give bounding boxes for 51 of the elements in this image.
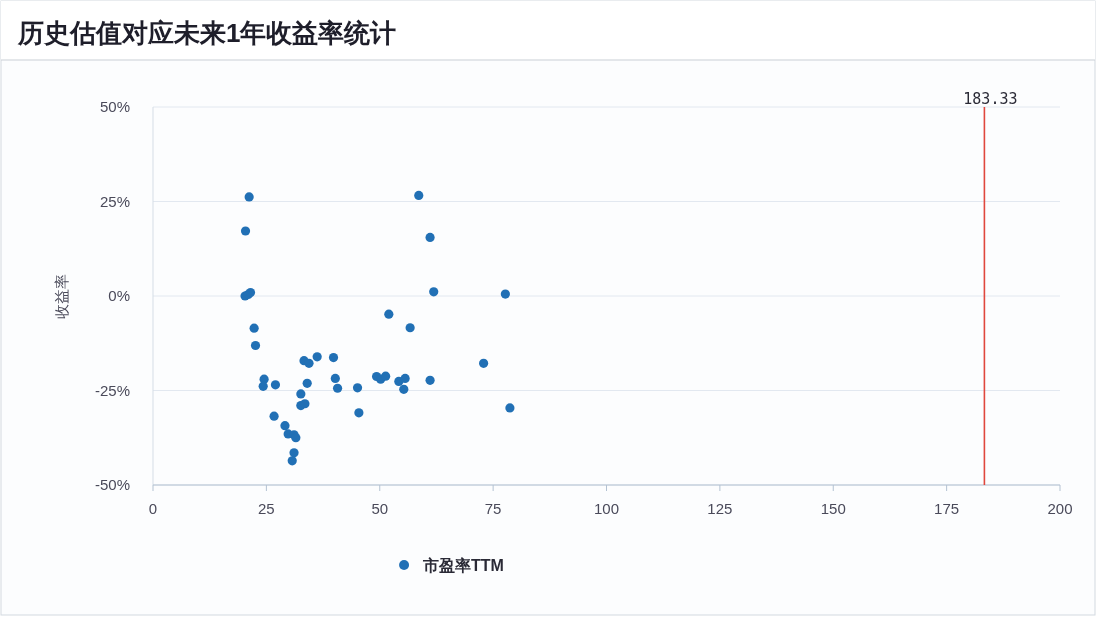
- point: [269, 411, 279, 421]
- point: [330, 373, 340, 383]
- point: [400, 373, 410, 383]
- x-tick-label: 150: [820, 500, 846, 517]
- y-tick-label: 25%: [99, 192, 130, 210]
- point: [381, 371, 391, 381]
- point: [289, 448, 299, 458]
- point: [270, 380, 281, 390]
- ref-line-label: 183.33: [963, 90, 1018, 108]
- point: [304, 358, 314, 368]
- point: [312, 352, 322, 362]
- point: [479, 358, 489, 368]
- point: [250, 340, 261, 351]
- point: [425, 232, 435, 243]
- x-tick-label: 0: [148, 500, 158, 517]
- point: [280, 421, 290, 431]
- point: [384, 309, 394, 319]
- point: [296, 389, 306, 399]
- y-tick-label: 0%: [108, 287, 130, 304]
- point: [300, 399, 310, 409]
- point: [287, 456, 297, 466]
- y-tick-label: -50%: [94, 476, 130, 493]
- point: [249, 323, 259, 333]
- point: [405, 323, 415, 333]
- x-tick-label: 100: [593, 500, 620, 517]
- point: [244, 192, 254, 202]
- x-tick-label: 200: [1047, 500, 1073, 517]
- x-tick-label: 75: [484, 500, 502, 517]
- x-tick-label: 125: [707, 500, 733, 517]
- legend: 市盈率TTM: [399, 557, 504, 574]
- x-tick-label: 25: [258, 500, 275, 517]
- point: [258, 381, 268, 391]
- legend-label: 市盈率TTM: [422, 556, 504, 574]
- point: [500, 289, 510, 299]
- point: [399, 384, 409, 394]
- point: [354, 408, 364, 418]
- y-tick-label: 50%: [99, 98, 130, 115]
- point: [505, 403, 515, 413]
- point: [302, 378, 312, 388]
- point: [429, 287, 439, 297]
- x-tick-label: 175: [934, 500, 960, 517]
- x-tick-label: 50: [371, 500, 389, 517]
- y-axis-title: 收益率: [53, 273, 70, 319]
- point: [328, 353, 339, 363]
- y-tick-label: -25%: [94, 381, 130, 399]
- point: [414, 190, 424, 201]
- point: [425, 375, 435, 385]
- chart-title: 历史估值对应未来1年收益率统计: [17, 18, 397, 48]
- point: [332, 383, 343, 393]
- point: [240, 226, 251, 236]
- point: [352, 383, 363, 393]
